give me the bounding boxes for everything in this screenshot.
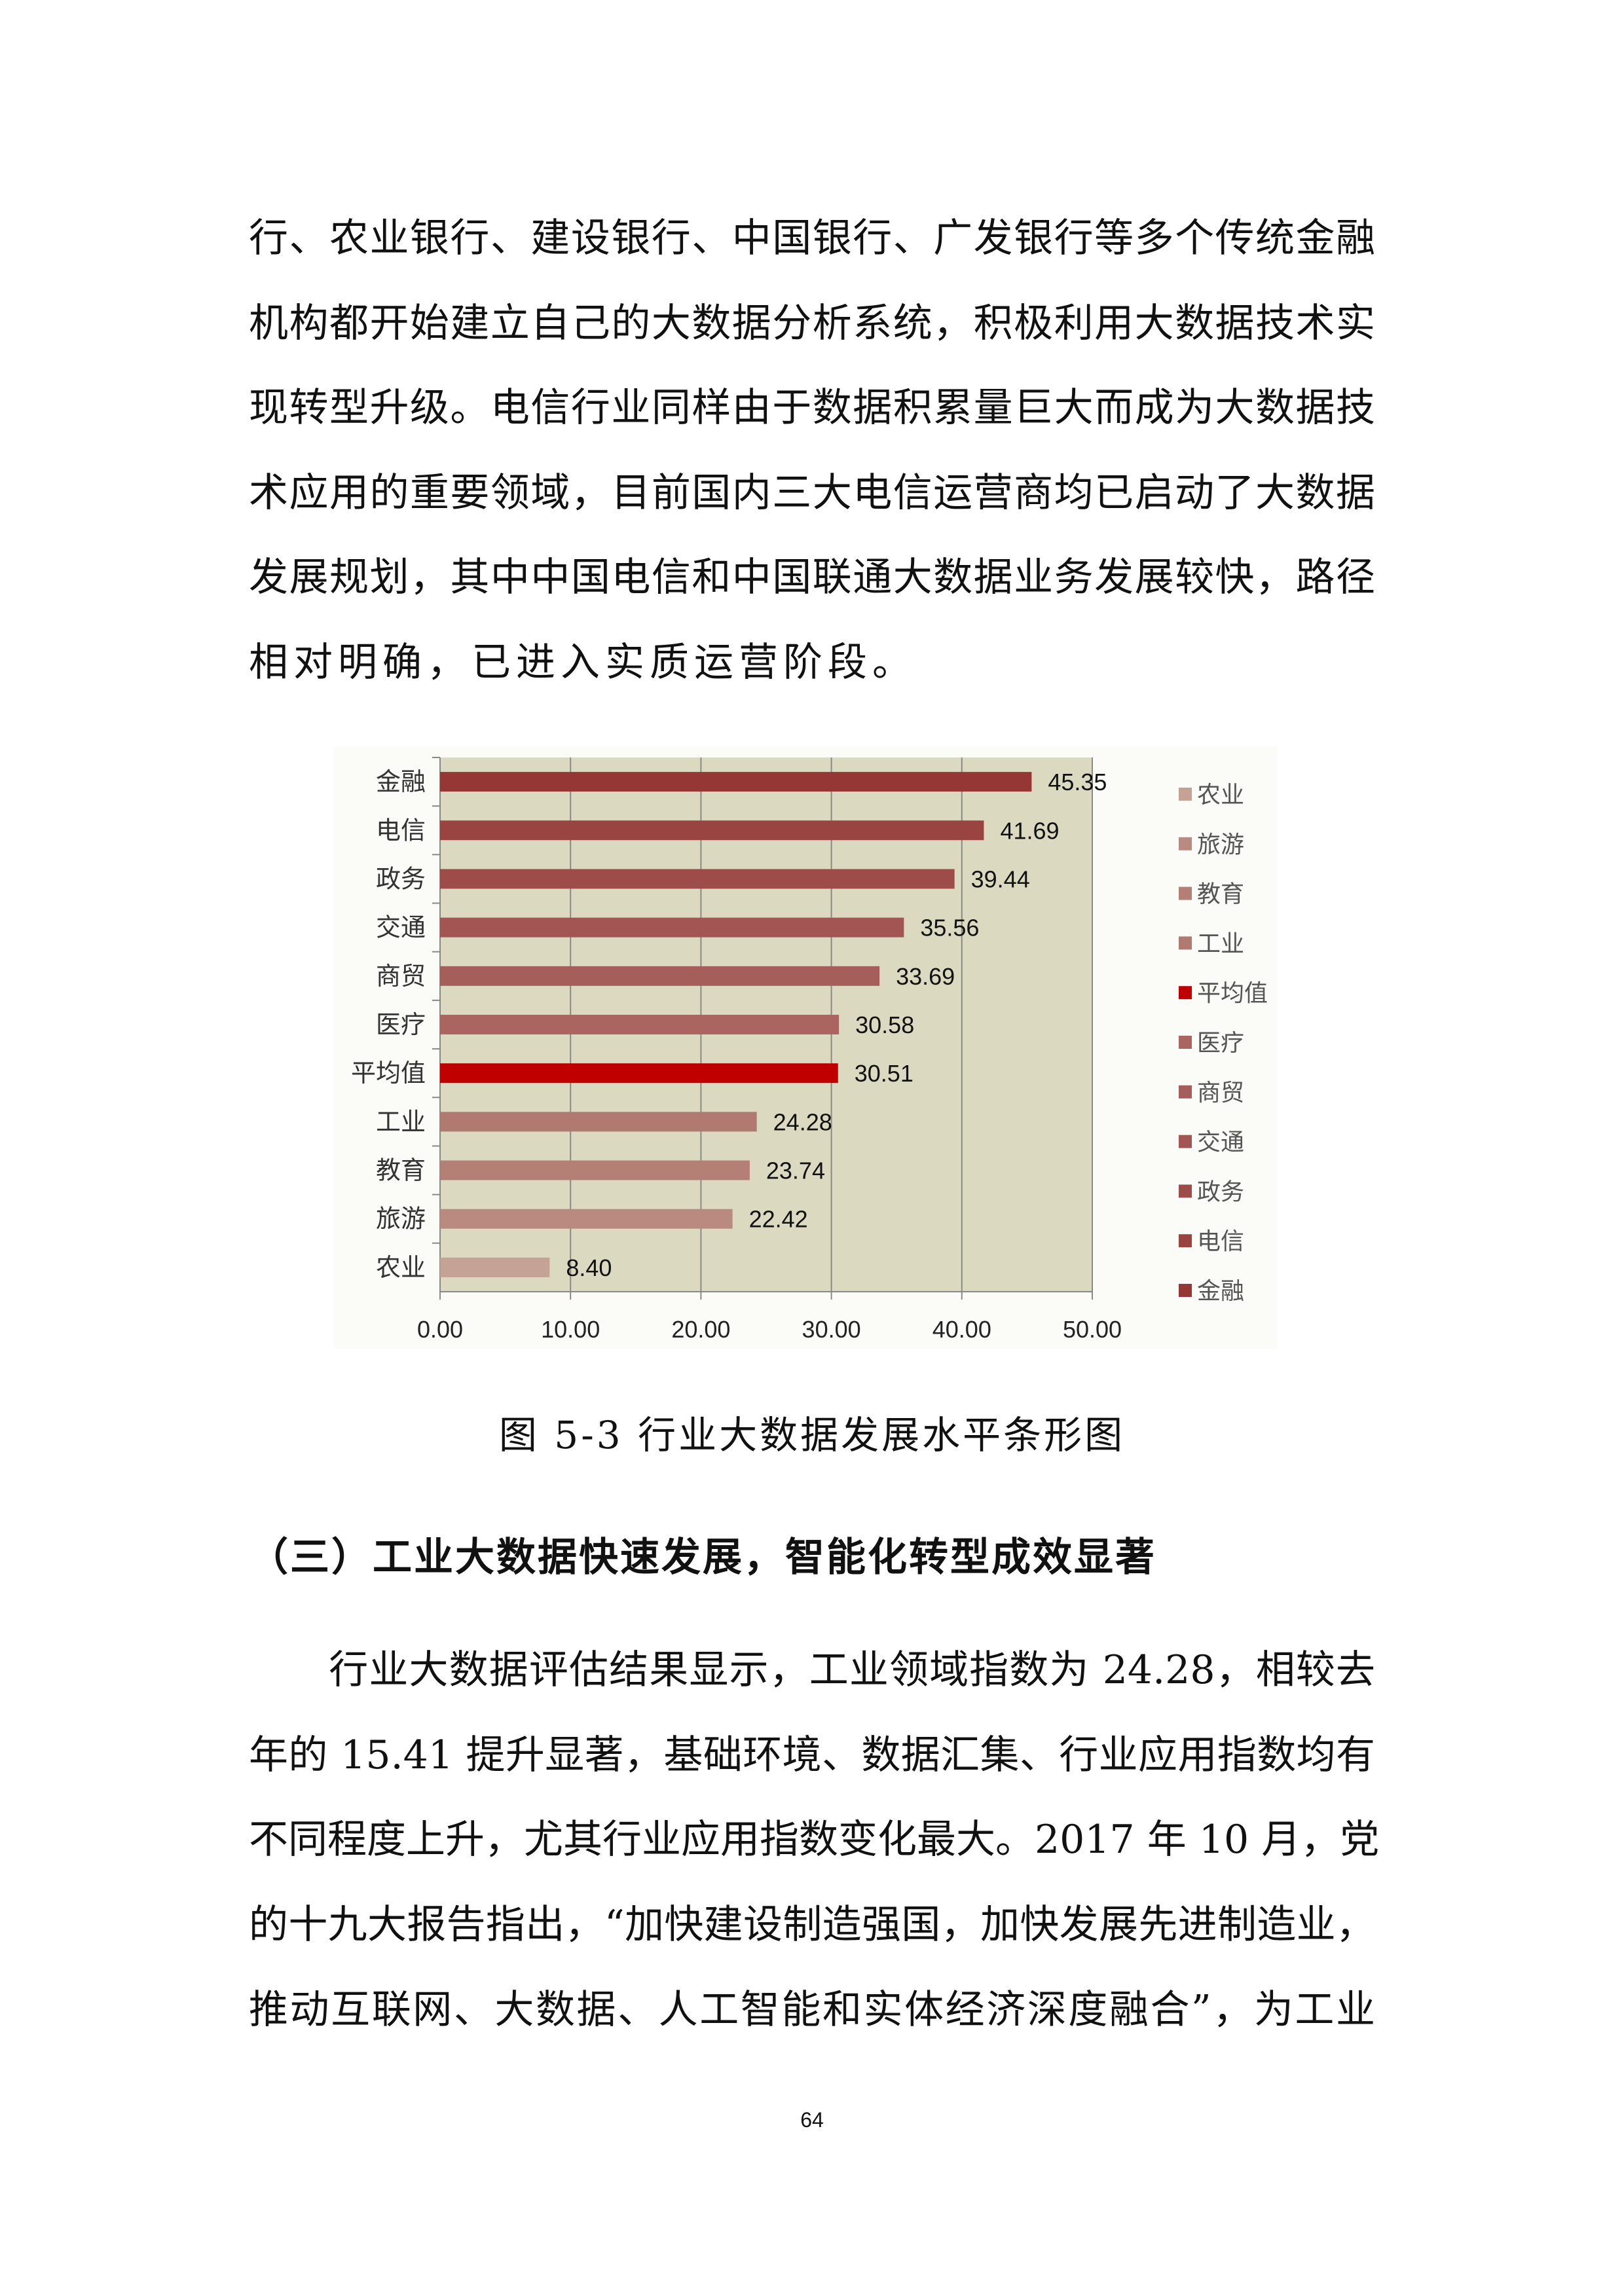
page-number: 64: [800, 2108, 824, 2132]
legend-swatch: [1179, 837, 1192, 850]
category-label: 工业: [376, 1108, 426, 1136]
bar-农业: [440, 1257, 550, 1277]
text-line: 不同程度上升，尤其行业应用指数变化最大。2017 年 10 月，党: [249, 1817, 1380, 1863]
legend-label: 交通: [1197, 1129, 1244, 1156]
text-line: 推动互联网、大数据、人工智能和实体经济深度融合”，为工业: [249, 1987, 1375, 2033]
legend-label: 教育: [1197, 881, 1244, 907]
category-label: 电信: [376, 817, 426, 845]
value-label: 45.35: [1048, 769, 1107, 795]
legend-label: 农业: [1197, 781, 1244, 808]
bar-交通: [440, 917, 904, 938]
value-label: 33.69: [896, 963, 955, 990]
bar-工业: [440, 1112, 757, 1132]
legend-swatch: [1179, 1036, 1192, 1049]
x-tick-label: 30.00: [802, 1316, 861, 1343]
legend-label: 平均值: [1197, 979, 1268, 1006]
bar-教育: [440, 1160, 750, 1180]
legend-swatch: [1179, 886, 1192, 900]
value-label: 39.44: [971, 866, 1030, 892]
text-line: 的十九大报告指出，“加快建设制造强国，加快发展先进制造业，: [249, 1902, 1375, 1948]
legend-swatch: [1179, 1234, 1192, 1248]
legend-label: 政务: [1197, 1178, 1244, 1205]
category-label: 教育: [376, 1157, 426, 1185]
text-line: 发展规划，其中中国电信和中国联通大数据业务发展较快，路径: [249, 555, 1375, 600]
category-label: 平均值: [351, 1060, 426, 1087]
x-tick-label: 0.00: [417, 1316, 463, 1343]
section-heading: （三）工业大数据快速发展，智能化转型成效显著: [249, 1535, 1156, 1580]
legend-label: 电信: [1197, 1228, 1244, 1254]
value-label: 8.40: [566, 1254, 612, 1281]
text-line: 机构都开始建立自己的大数据分析系统，积极利用大数据技术实: [249, 301, 1375, 346]
category-label: 交通: [376, 915, 426, 942]
bar-金融: [440, 772, 1032, 792]
legend-swatch: [1179, 1184, 1192, 1198]
bar-医疗: [440, 1015, 840, 1034]
value-label: 35.56: [920, 915, 979, 941]
value-label: 30.58: [855, 1011, 914, 1038]
text-line: 现转型升级。电信行业同样由于数据积累量巨大而成为大数据技: [249, 385, 1375, 431]
text-line: 行业大数据评估结果显示，工业领域指数为 24.28，相较去: [249, 1647, 1375, 1693]
legend-swatch: [1179, 936, 1192, 950]
legend-swatch: [1179, 1284, 1192, 1297]
text-line: 术应用的重要领域，目前国内三大电信运营商均已启动了大数据: [249, 470, 1375, 516]
bar-政务: [440, 869, 955, 889]
category-label: 旅游: [376, 1206, 426, 1233]
legend-label: 医疗: [1197, 1029, 1244, 1056]
x-tick-label: 20.00: [671, 1316, 730, 1343]
legend-swatch: [1179, 1085, 1192, 1099]
legend-swatch: [1179, 788, 1192, 801]
value-label: 24.28: [773, 1108, 832, 1135]
category-label: 医疗: [376, 1011, 426, 1039]
value-label: 41.69: [1000, 817, 1059, 844]
category-label: 政务: [376, 866, 426, 893]
value-label: 22.42: [749, 1206, 808, 1233]
category-label: 农业: [376, 1254, 426, 1282]
x-tick-label: 50.00: [1063, 1316, 1122, 1343]
x-tick-label: 40.00: [932, 1316, 991, 1343]
legend-label: 商贸: [1197, 1079, 1244, 1106]
value-label: 23.74: [766, 1157, 825, 1184]
value-label: 30.51: [855, 1060, 913, 1087]
text-line: 年的 15.41 提升显著，基础环境、数据汇集、行业应用指数均有: [249, 1732, 1375, 1778]
figure-caption: 图 5-3 行业大数据发展水平条形图: [498, 1413, 1126, 1457]
bar-电信: [440, 820, 984, 841]
legend-swatch: [1179, 986, 1192, 1000]
legend-swatch: [1179, 1135, 1192, 1148]
industry-bar-chart: 0.00 10.00 20.00 30.00 40.00 50.00 金融 45.35 电信 41…: [334, 746, 1277, 1349]
bar-平均值: [440, 1063, 838, 1084]
legend-label: 金融: [1197, 1277, 1244, 1304]
bar-旅游: [440, 1209, 733, 1229]
category-label: 商贸: [376, 963, 426, 991]
legend-label: 旅游: [1197, 831, 1244, 858]
text-line: 相对明确，已进入实质运营阶段。: [249, 640, 917, 685]
legend-label: 工业: [1197, 930, 1244, 957]
text-line: 行、农业银行、建设银行、中国银行、广发银行等多个传统金融: [249, 215, 1375, 261]
category-label: 金融: [376, 769, 426, 796]
x-tick-label: 10.00: [541, 1316, 600, 1343]
bar-商贸: [440, 966, 880, 986]
